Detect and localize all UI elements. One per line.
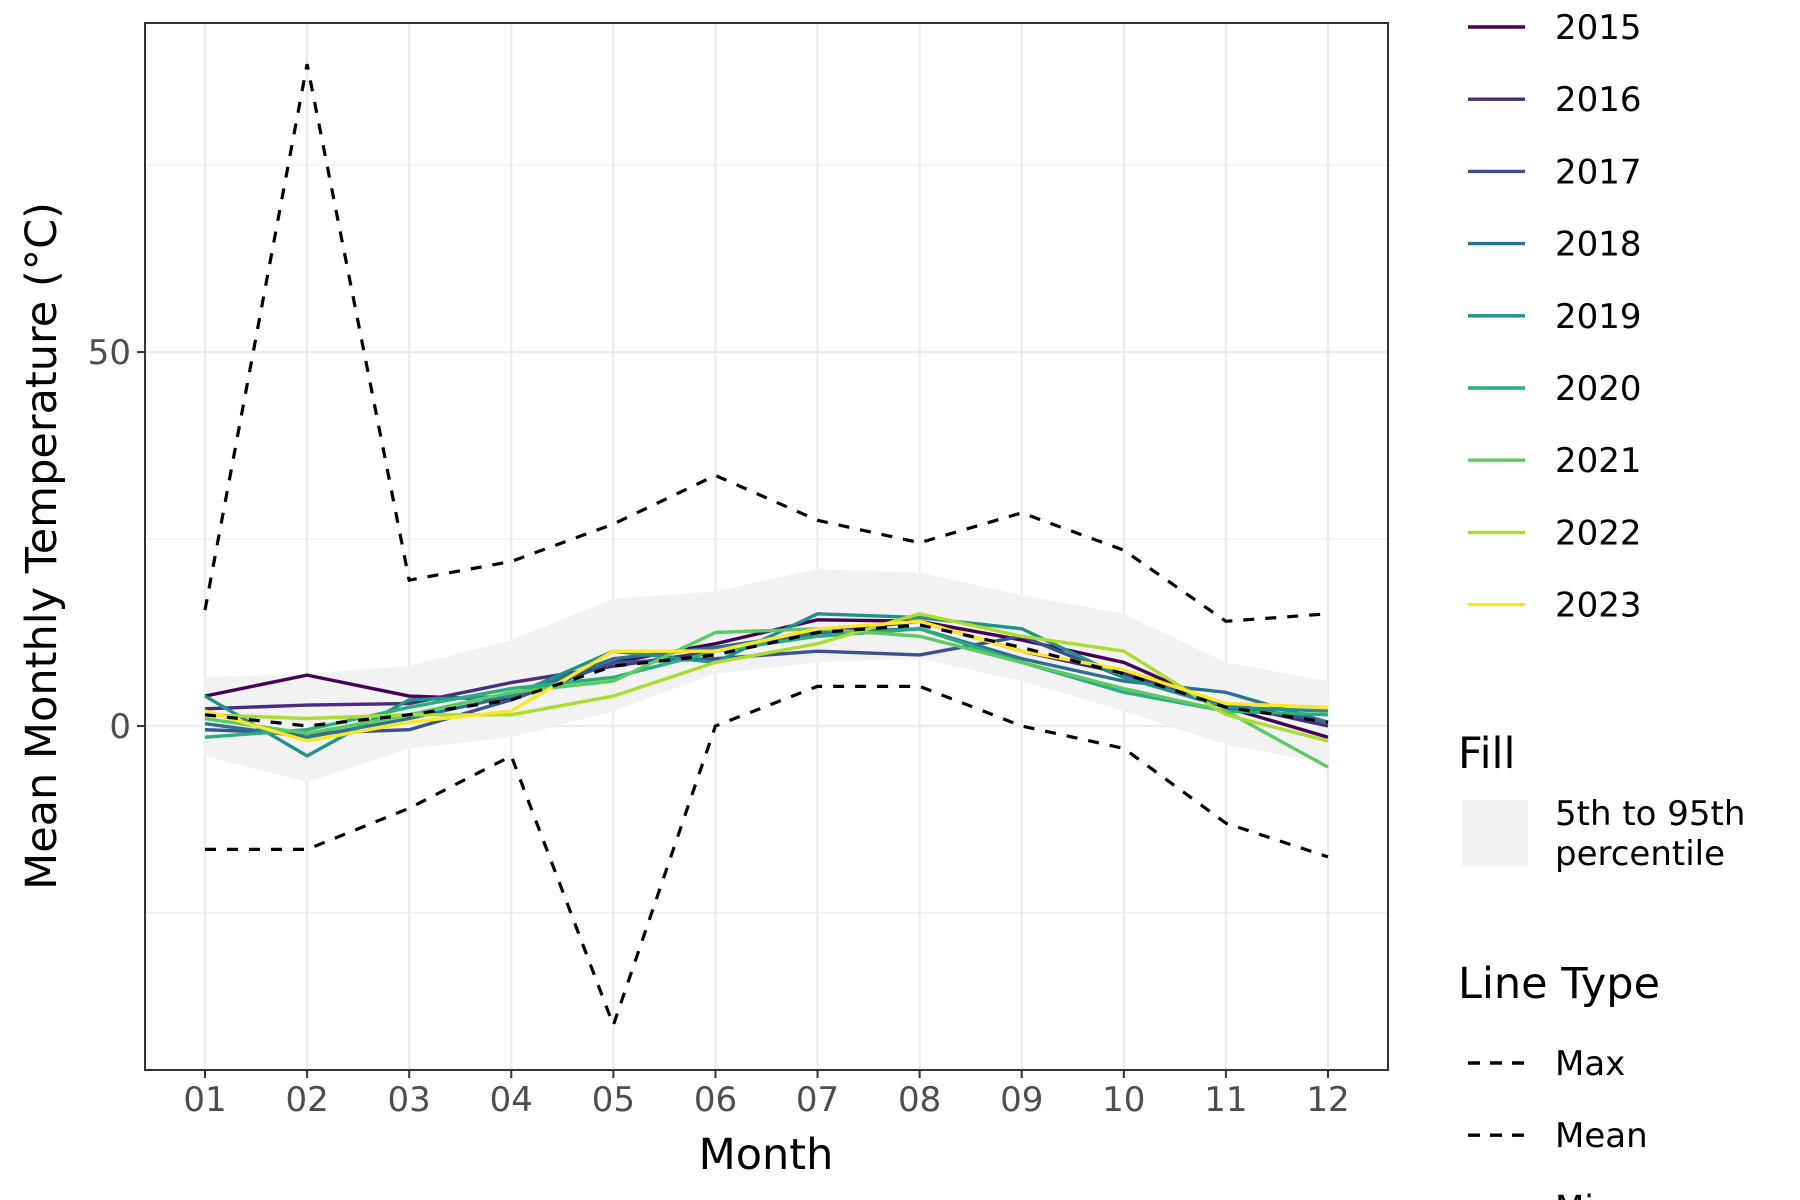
legend-title-fill: Fill <box>1458 729 1515 779</box>
x-tick-label-09: 09 <box>1000 1080 1043 1120</box>
stat-line-mean <box>204 623 1329 728</box>
x-tick-label-07: 07 <box>796 1080 839 1120</box>
x-tick-label-04: 04 <box>490 1080 533 1120</box>
x-tick-label-05: 05 <box>592 1080 635 1120</box>
legend-label-mean: Mean <box>1555 1116 1648 1156</box>
grid-lines <box>145 23 1388 1070</box>
x-tick-label-11: 11 <box>1204 1080 1247 1120</box>
stat-line-max <box>203 63 1329 623</box>
series-line-2023 <box>204 619 1329 743</box>
legend-label-2019: 2019 <box>1555 297 1642 337</box>
x-axis-title: Month <box>699 1130 834 1180</box>
percentile-band-layer <box>205 568 1328 783</box>
legend-label-2015: 2015 <box>1555 8 1642 48</box>
y-axis-title: Mean Monthly Temperature (°C) <box>17 202 67 890</box>
x-tick-label-10: 10 <box>1102 1080 1145 1120</box>
series-line-2019 <box>204 612 1329 758</box>
legend-key-band <box>1462 800 1528 866</box>
stat-series-layer <box>203 63 1329 1030</box>
legend-label-max: Max <box>1555 1044 1625 1084</box>
plot-panel-border <box>144 22 1389 1071</box>
legend-title-linetype: Line Type <box>1458 959 1660 1009</box>
series-line-2021 <box>204 627 1329 769</box>
legend-label-2017: 2017 <box>1555 152 1642 192</box>
y-tick-label-50: 50 <box>88 333 131 373</box>
x-tick-label-02: 02 <box>285 1080 328 1120</box>
x-tick-label-12: 12 <box>1306 1080 1349 1120</box>
legend-label-band-line: percentile <box>1555 834 1725 874</box>
legend-label-2023: 2023 <box>1555 586 1642 626</box>
legend-label-2021: 2021 <box>1555 441 1642 481</box>
y-tick-label-0: 0 <box>109 707 131 747</box>
legend-label-band: 5th to 95th percentile <box>1555 794 1745 874</box>
percentile-band <box>205 568 1328 783</box>
legend-label-band-line: 5th to 95th <box>1555 794 1745 834</box>
legend: 2015 2016 2017 2018 2019 2020 2021 2022 2023 Fill… <box>1458 8 1745 1200</box>
legend-label-min: Min <box>1555 1188 1615 1200</box>
series-line-2022 <box>204 612 1329 743</box>
legend-label-2018: 2018 <box>1555 225 1642 265</box>
legend-label-2016: 2016 <box>1555 80 1642 120</box>
legend-label-2022: 2022 <box>1555 513 1642 553</box>
year-series-layer <box>204 612 1329 769</box>
axes: 01 02 03 04 05 06 07 08 09 10 11 12 0 50 <box>88 333 1350 1120</box>
series-line-2020 <box>204 627 1329 739</box>
plot-panel-background <box>145 23 1388 1070</box>
x-tick-label-08: 08 <box>898 1080 941 1120</box>
x-tick-label-03: 03 <box>388 1080 431 1120</box>
x-tick-label-06: 06 <box>694 1080 737 1120</box>
x-tick-label-01: 01 <box>183 1080 226 1120</box>
legend-label-2020: 2020 <box>1555 369 1642 409</box>
